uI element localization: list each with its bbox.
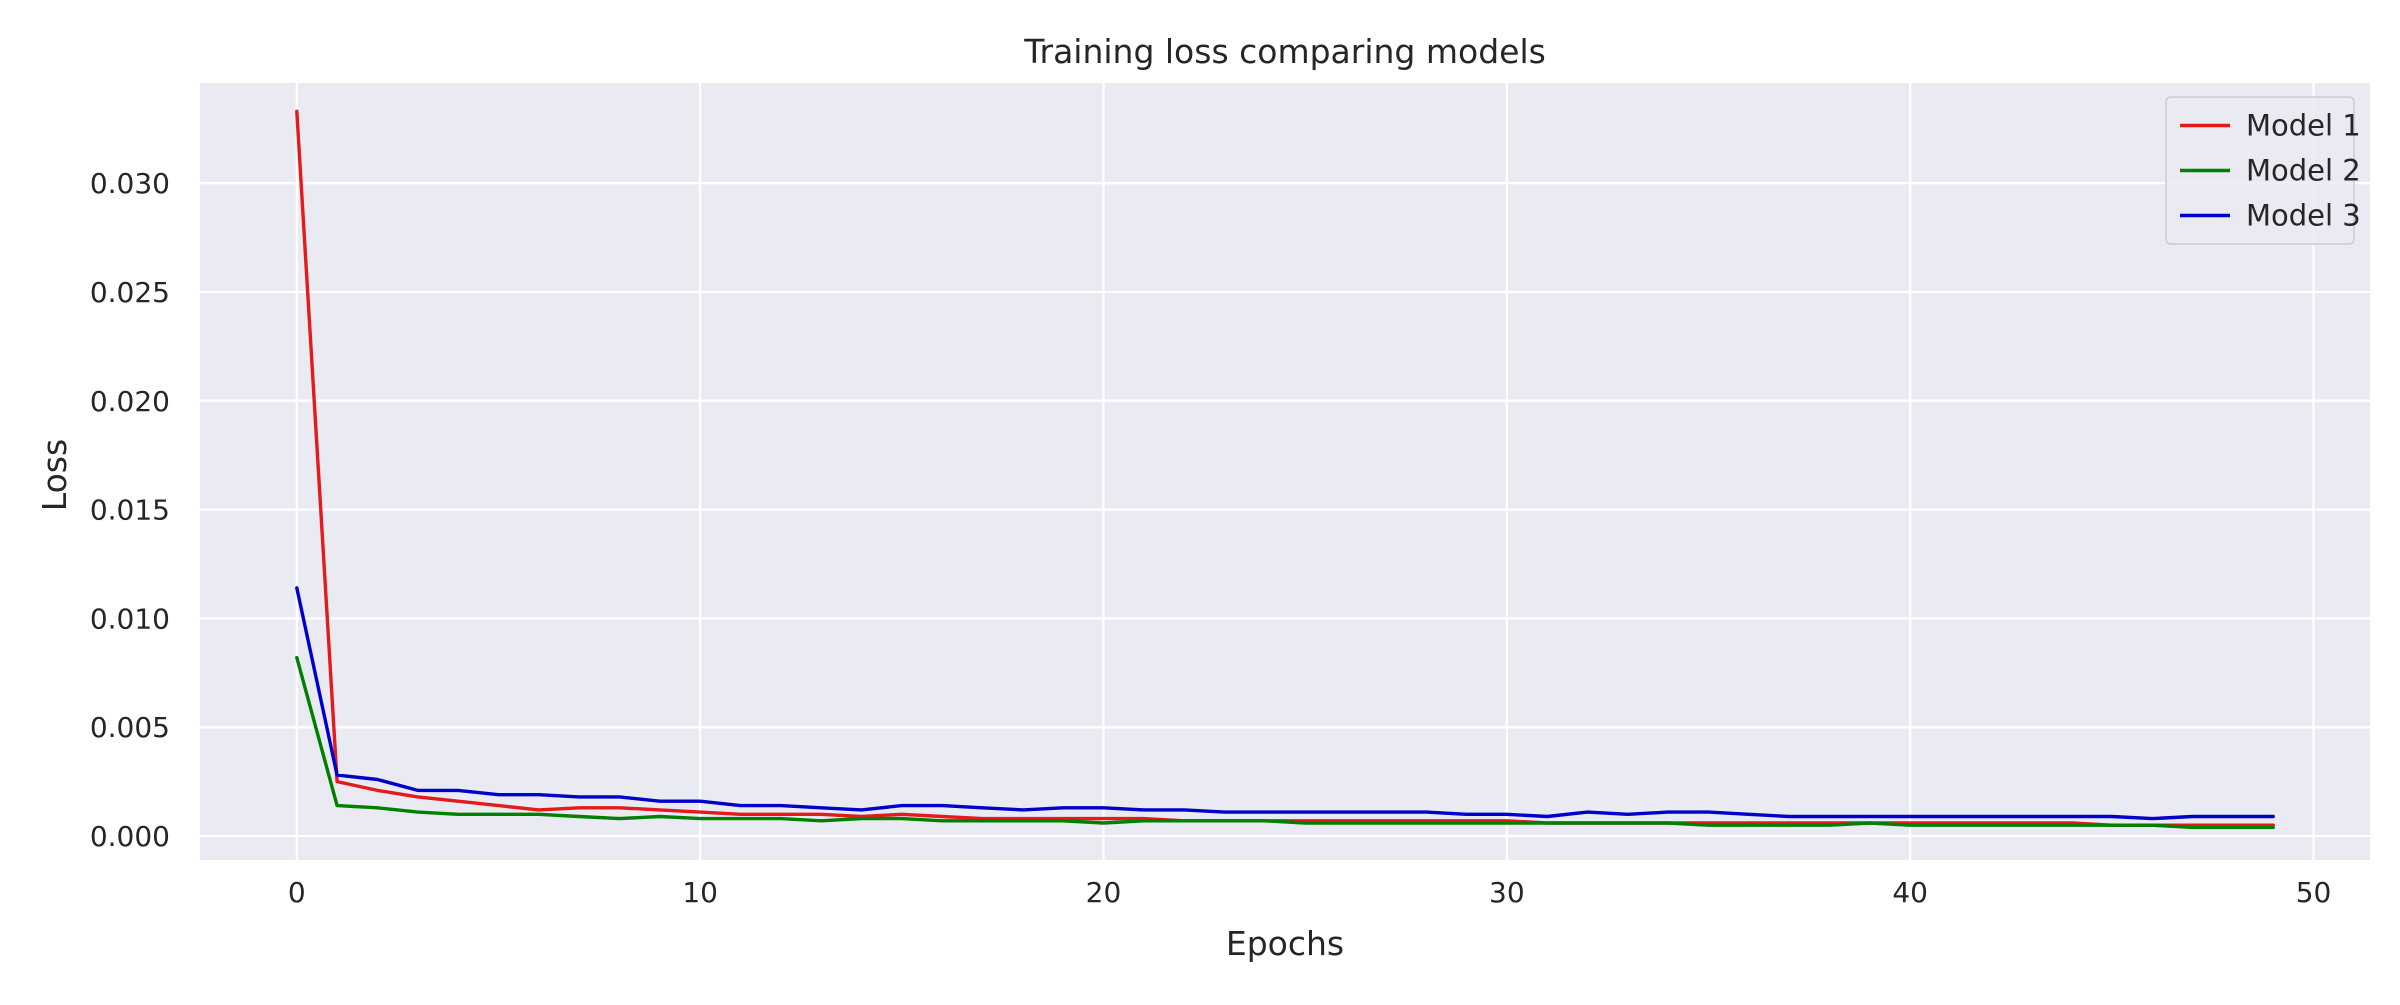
legend-box <box>2165 96 2355 245</box>
series-line-model-3 <box>295 586 2275 821</box>
y-tick-label: 0.015 <box>90 494 170 527</box>
x-tick-label: 40 <box>1892 876 1928 909</box>
legend: Model 1 Model 2 Model 3 <box>2165 96 2361 245</box>
plot-area <box>200 83 2370 860</box>
grid-lines <box>200 83 2370 860</box>
x-axis-label: Epochs <box>1226 924 1344 963</box>
x-tick-label: 10 <box>682 876 718 909</box>
y-tick-label: 0.005 <box>90 711 170 744</box>
x-tick-label: 30 <box>1489 876 1525 909</box>
x-tick-labels: 0 10 20 30 40 50 <box>288 876 2331 909</box>
y-tick-label: 0.020 <box>90 385 170 418</box>
x-tick-label: 50 <box>2296 876 2332 909</box>
legend-label-model-1: Model 1 <box>2246 109 2361 143</box>
y-tick-label: 0.010 <box>90 602 170 635</box>
y-tick-labels: 0.000 0.005 0.010 0.015 0.020 0.025 0.030 <box>90 167 170 853</box>
series-lines <box>295 109 2275 830</box>
legend-label-model-2: Model 2 <box>2246 154 2361 188</box>
y-tick-label: 0.030 <box>90 167 170 200</box>
series-line-model-2 <box>295 655 2275 830</box>
y-axis-label: Loss <box>35 439 74 511</box>
y-tick-label: 0.025 <box>90 276 170 309</box>
y-tick-label: 0.000 <box>90 820 170 853</box>
x-tick-label: 0 <box>288 876 306 909</box>
legend-label-model-3: Model 3 <box>2246 199 2361 233</box>
x-tick-label: 20 <box>1086 876 1122 909</box>
chart-title: Training loss comparing models <box>1023 32 1546 71</box>
